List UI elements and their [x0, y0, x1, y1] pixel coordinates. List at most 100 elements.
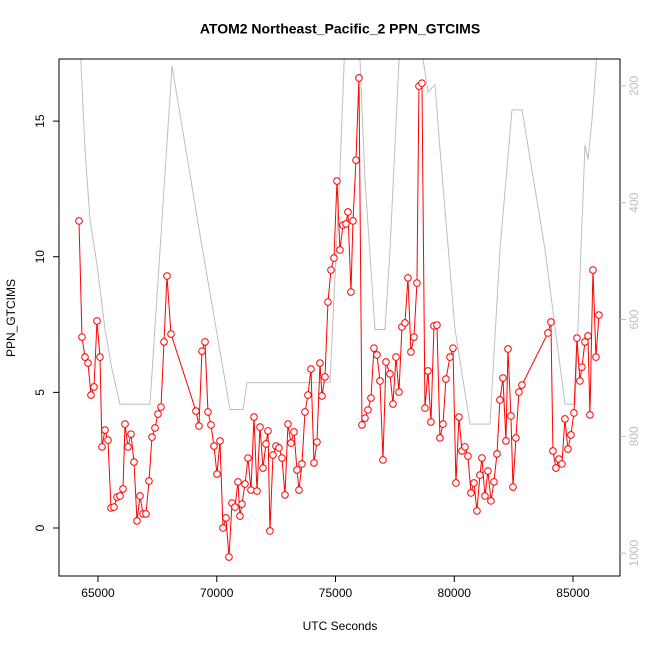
data-point	[478, 454, 486, 462]
data-point	[439, 420, 447, 428]
data-point	[473, 507, 481, 515]
data-point	[281, 491, 289, 499]
data-point	[382, 358, 390, 366]
data-point	[490, 478, 498, 486]
data-point	[544, 329, 552, 337]
data-point	[407, 348, 415, 356]
data-point	[110, 503, 118, 511]
data-point	[470, 479, 478, 487]
data-point	[358, 421, 366, 429]
data-point	[589, 266, 597, 274]
data-point	[512, 434, 520, 442]
data-point	[207, 421, 215, 429]
data-point	[392, 353, 400, 361]
data-point	[413, 279, 421, 287]
data-point	[507, 412, 515, 420]
data-point	[327, 266, 335, 274]
data-point	[124, 443, 132, 451]
data-point	[98, 443, 106, 451]
data-point	[304, 391, 312, 399]
data-point	[570, 409, 578, 417]
x-tick-label: 70000	[200, 586, 234, 600]
data-point	[163, 272, 171, 280]
data-point	[93, 317, 101, 325]
data-point	[476, 471, 484, 479]
data-point	[427, 418, 435, 426]
data-point	[499, 374, 507, 382]
data-point	[321, 373, 329, 381]
data-point	[238, 500, 246, 508]
data-point	[401, 319, 409, 327]
data-point	[518, 381, 526, 389]
data-point	[145, 477, 153, 485]
data-point	[436, 434, 444, 442]
data-point	[452, 479, 460, 487]
data-point	[558, 460, 566, 468]
data-point	[250, 413, 258, 421]
data-point	[352, 156, 360, 164]
data-point	[376, 377, 384, 385]
y2-tick-label: 600	[627, 309, 641, 329]
data-point	[151, 424, 159, 432]
data-point	[576, 377, 584, 385]
data-point	[592, 353, 600, 361]
data-point	[78, 333, 86, 341]
data-point	[201, 338, 209, 346]
data-point	[204, 408, 212, 416]
data-point	[157, 403, 165, 411]
data-point	[195, 422, 203, 430]
y-axis-label: PPN_GTCIMS	[4, 279, 18, 357]
data-point	[347, 288, 355, 296]
y-tick-label: 15	[33, 114, 47, 128]
data-point	[192, 407, 200, 415]
data-point	[567, 431, 575, 439]
data-point	[446, 353, 454, 361]
data-point	[496, 396, 504, 404]
data-point	[573, 334, 581, 342]
data-point	[154, 410, 162, 418]
data-point	[130, 458, 138, 466]
data-point	[167, 330, 175, 338]
data-point	[87, 391, 95, 399]
data-point	[504, 345, 512, 353]
data-point	[581, 338, 589, 346]
data-point	[84, 359, 92, 367]
data-point	[284, 420, 292, 428]
x-tick-label: 85000	[556, 586, 590, 600]
data-point	[515, 388, 523, 396]
data-point	[142, 510, 150, 518]
data-point	[318, 392, 326, 400]
data-point	[316, 359, 324, 367]
data-point	[584, 332, 592, 340]
x-tick-label: 65000	[81, 586, 115, 600]
data-point	[81, 353, 89, 361]
data-point	[455, 413, 463, 421]
data-point	[324, 298, 332, 306]
data-point	[293, 466, 301, 474]
plot-area	[75, 59, 603, 561]
data-point	[236, 512, 244, 520]
data-point	[361, 414, 369, 422]
data-point	[301, 408, 309, 416]
data-point	[116, 492, 124, 500]
data-point	[421, 404, 429, 412]
data-point	[298, 460, 306, 468]
data-point	[367, 394, 375, 402]
x-axis-label: UTC Seconds	[303, 619, 378, 633]
data-point	[244, 454, 252, 462]
data-point	[259, 464, 267, 472]
data-point	[342, 220, 350, 228]
data-point	[198, 347, 206, 355]
data-point	[336, 246, 344, 254]
data-point	[373, 351, 381, 359]
data-point	[241, 480, 249, 488]
data-point	[481, 492, 489, 500]
data-point	[386, 370, 394, 378]
data-point	[578, 363, 586, 371]
data-point	[395, 388, 403, 396]
data-point	[464, 452, 472, 460]
data-point	[595, 311, 603, 319]
data-point	[216, 437, 224, 445]
